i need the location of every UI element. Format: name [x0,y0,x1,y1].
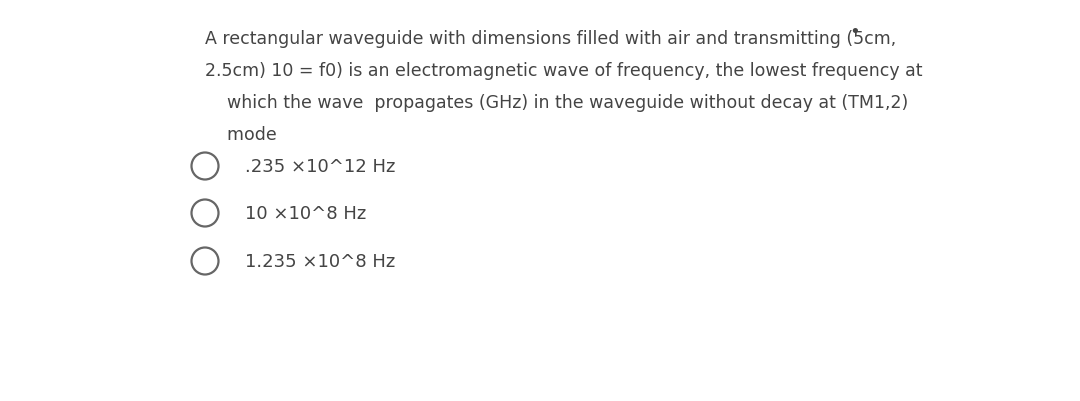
Text: 1.235 ×10^8 Hz: 1.235 ×10^8 Hz [245,252,395,270]
Text: mode: mode [205,126,276,144]
Text: which the wave  propagates (GHz) in the waveguide without decay at (TM1,2): which the wave propagates (GHz) in the w… [205,94,908,112]
Text: A rectangular waveguide with dimensions filled with air and transmitting (5cm,: A rectangular waveguide with dimensions … [205,30,896,48]
Text: 2.5cm) 10 = f0) is an electromagnetic wave of frequency, the lowest frequency at: 2.5cm) 10 = f0) is an electromagnetic wa… [205,62,922,80]
Text: •: • [850,23,861,41]
Text: .235 ×10^12 Hz: .235 ×10^12 Hz [245,158,395,176]
Text: 10 ×10^8 Hz: 10 ×10^8 Hz [245,205,366,223]
